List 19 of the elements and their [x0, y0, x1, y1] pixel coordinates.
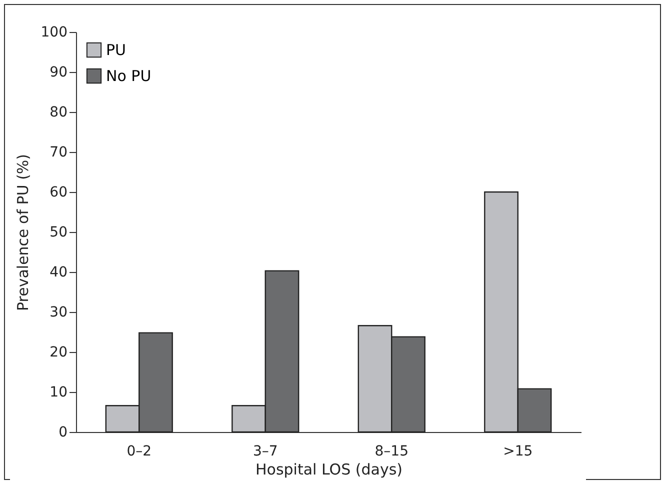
- x-tick-label: 0–2: [126, 444, 152, 460]
- x-tick-label: 3–7: [252, 444, 278, 460]
- y-tick-label: 40: [50, 264, 68, 280]
- y-tick-label: 70: [50, 144, 68, 160]
- y-tick-label: 20: [50, 344, 68, 360]
- x-tick-label: >15: [503, 444, 533, 460]
- y-axis-title: Prevalence of PU (%): [14, 154, 32, 312]
- y-tick-label: 80: [50, 104, 68, 120]
- y-tick-label: 10: [50, 384, 68, 400]
- legend-label: PU: [106, 41, 126, 59]
- x-axis-title: Hospital LOS (days): [256, 460, 402, 478]
- y-tick-label: 30: [50, 304, 68, 320]
- y-tick-label: 60: [50, 184, 68, 200]
- y-tick-label: 90: [50, 64, 68, 80]
- x-tick-label: 8–15: [374, 444, 408, 460]
- y-tick-label: 50: [50, 224, 68, 240]
- legend-label: No PU: [106, 67, 152, 85]
- y-tick-label: 0: [58, 424, 68, 440]
- y-tick-label: 100: [40, 24, 68, 40]
